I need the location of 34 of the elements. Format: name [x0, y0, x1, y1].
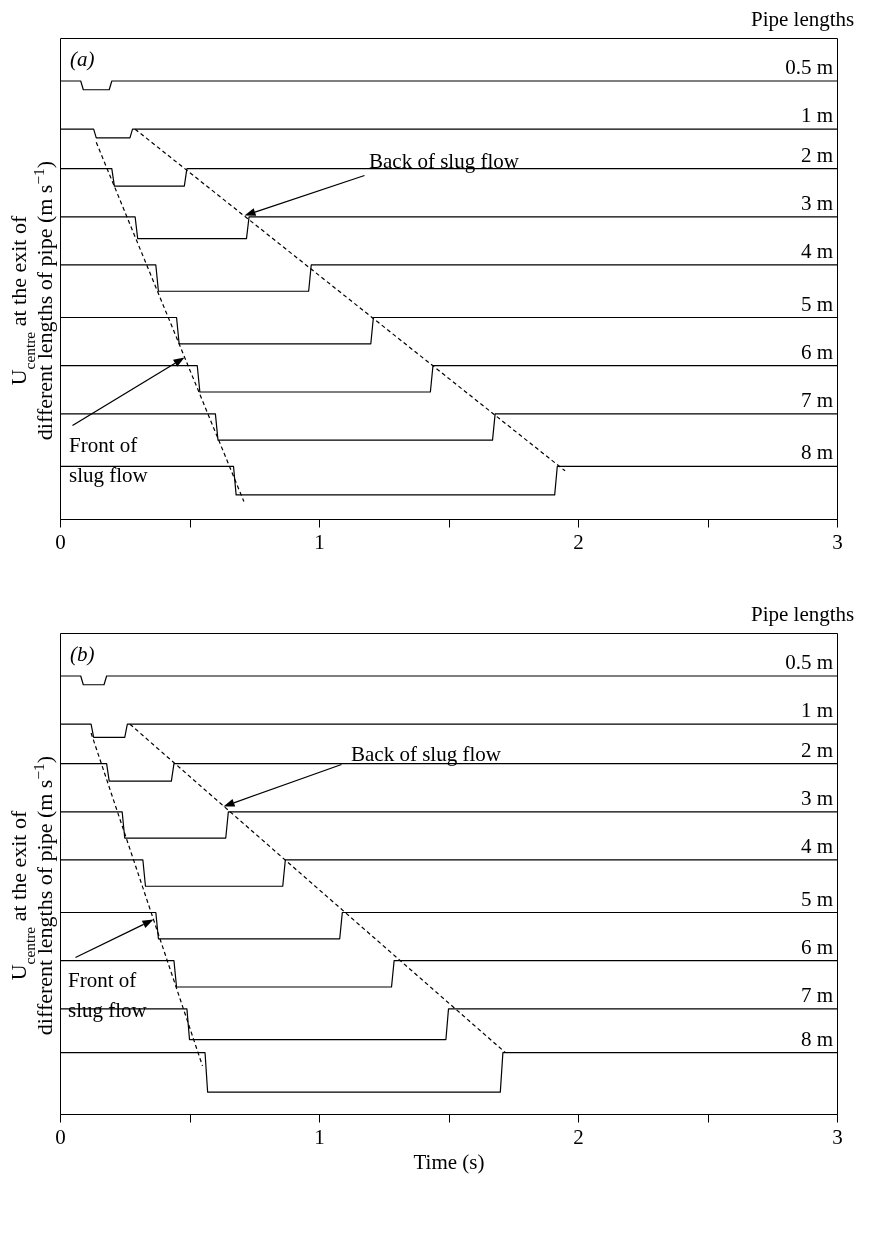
annotation: Back of slug flow [351, 742, 502, 766]
x-tick-label: 3 [832, 529, 843, 554]
chart-title: (a) [70, 47, 95, 71]
series-label: 3 m [800, 190, 833, 215]
series-label: 4 m [800, 833, 833, 858]
series-label: 3 m [800, 785, 833, 810]
series-label: 7 m [800, 982, 833, 1007]
series-label: 0.5 m [785, 650, 833, 674]
series-label: 8 m [800, 440, 833, 465]
series-label: 5 m [800, 886, 833, 911]
x-tick-label: 0 [55, 529, 66, 554]
x-tick-label: 3 [832, 1124, 843, 1149]
series-label: 2 m [800, 142, 833, 167]
x-tick-label: 1 [314, 529, 325, 554]
series-label: 0.5 m [785, 55, 833, 79]
series-label: 4 m [800, 238, 833, 263]
series-label: 1 m [800, 103, 833, 128]
legend-title: Pipe lengths [751, 602, 855, 626]
x-tick-label: 2 [573, 1124, 584, 1149]
x-tick-label: 2 [573, 529, 584, 554]
annotation: Back of slug flow [369, 149, 520, 173]
series-label: 2 m [800, 737, 833, 762]
legend-title: Pipe lengths [751, 7, 855, 31]
series-label: 6 m [800, 934, 833, 959]
series-label: 7 m [800, 387, 833, 412]
series-label: 8 m [800, 1026, 833, 1051]
series-label: 6 m [800, 339, 833, 364]
annotation: Front of slug flow [69, 433, 149, 487]
series-label: 1 m [800, 698, 833, 723]
x-tick-label: 1 [314, 1124, 325, 1149]
x-axis-title: Time (s) [413, 1149, 485, 1174]
series-label: 5 m [800, 291, 833, 316]
chart-title: (b) [70, 642, 95, 666]
x-tick-label: 0 [55, 1124, 66, 1149]
